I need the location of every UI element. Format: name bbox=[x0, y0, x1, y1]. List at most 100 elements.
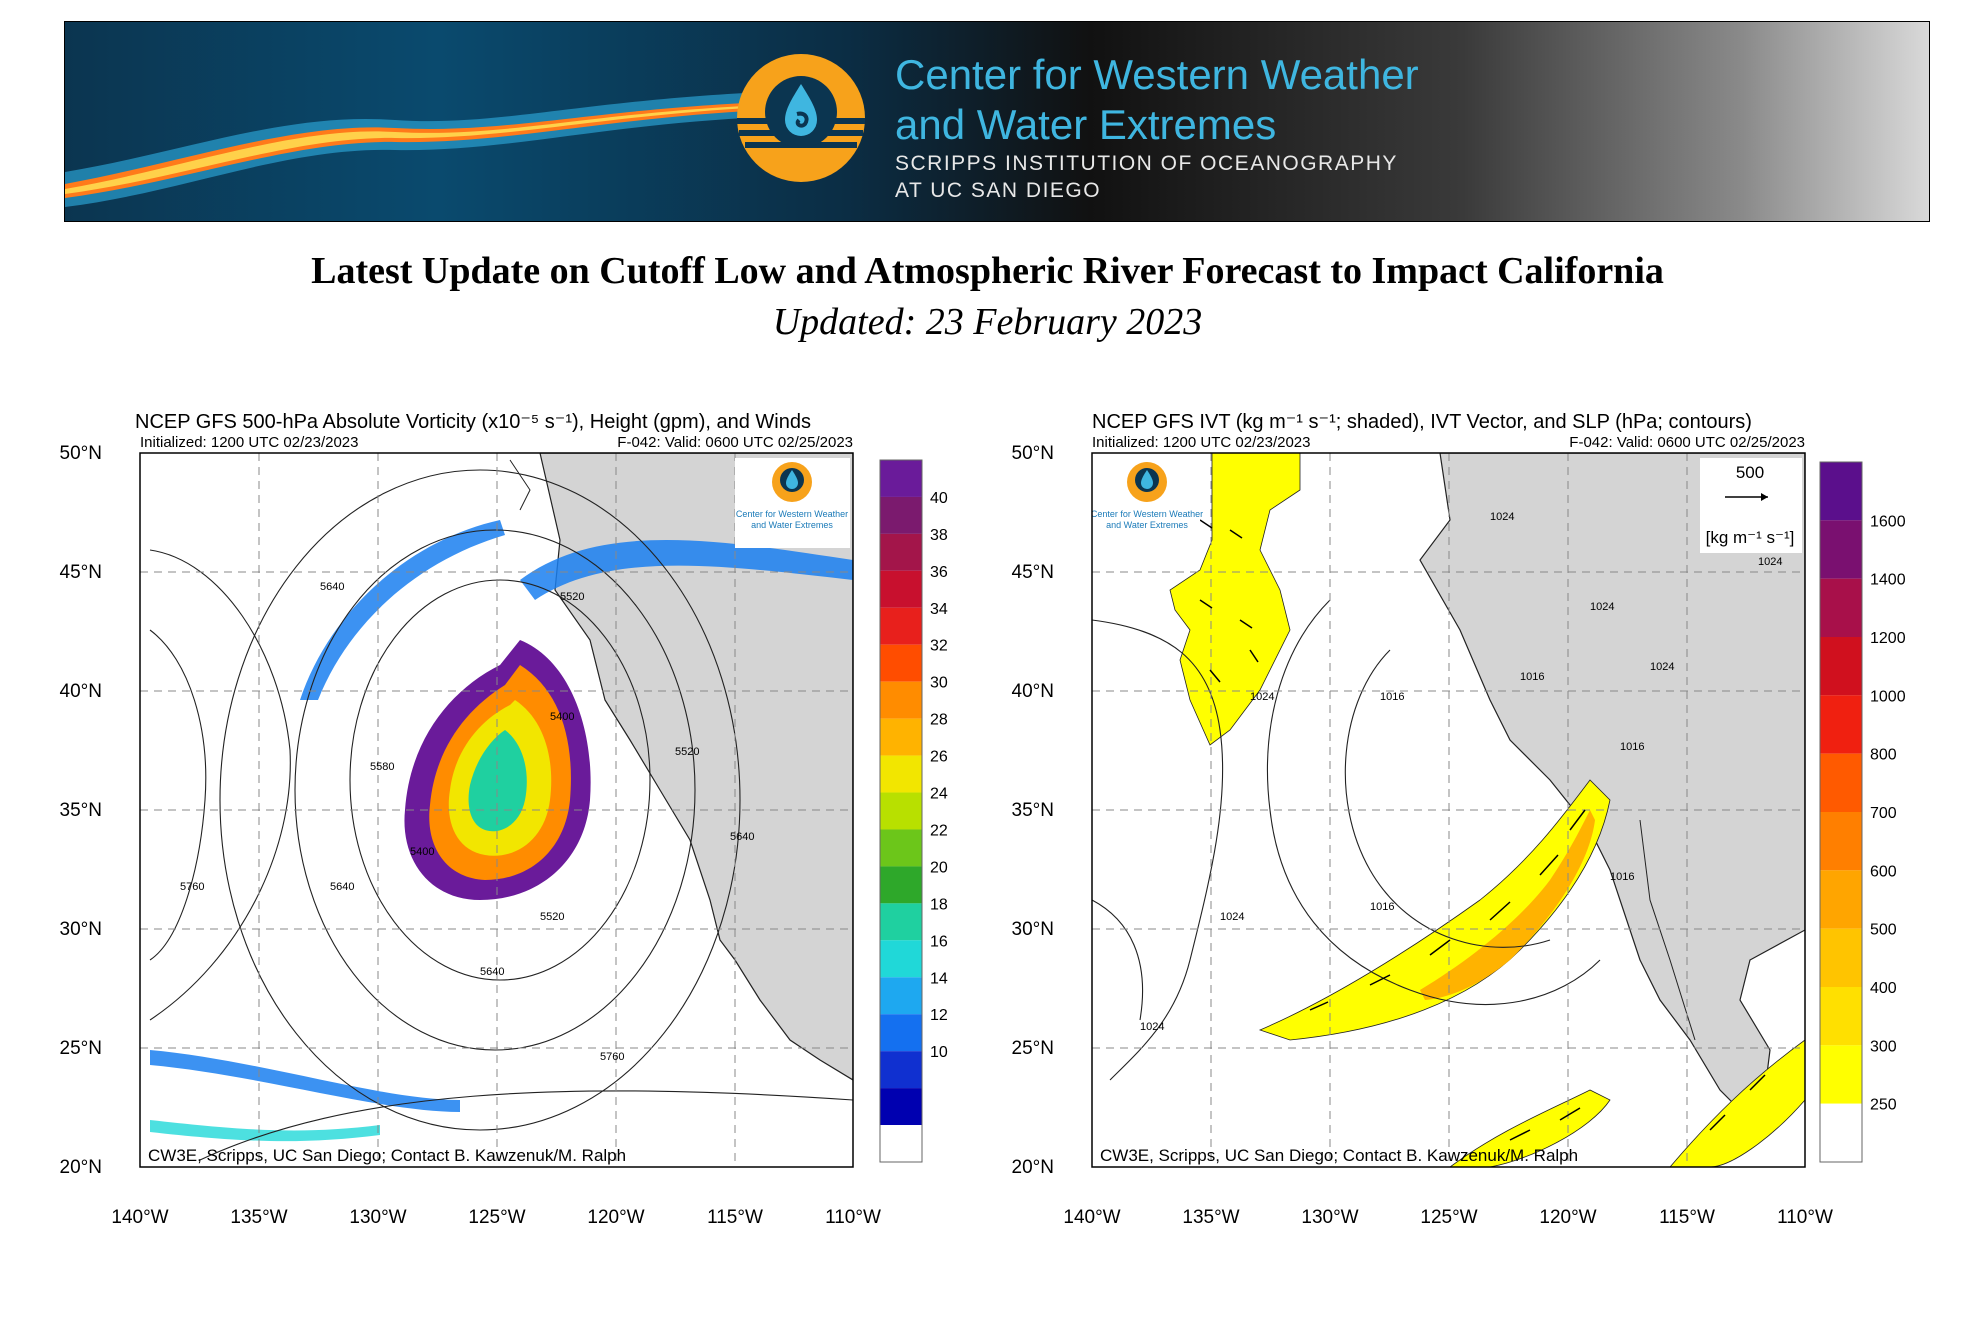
colorbar-label: 40 bbox=[930, 490, 948, 507]
lat-label: 35°N bbox=[60, 800, 102, 821]
colorbar-swatch bbox=[880, 1125, 922, 1162]
left-map-contour-labels: 5640 5520 5400 5580 5760 5640 5520 5400 … bbox=[180, 581, 754, 1063]
contour-label: 1016 bbox=[1380, 691, 1404, 703]
colorbar-swatch bbox=[1820, 637, 1862, 696]
colorbar-swatch bbox=[880, 496, 922, 534]
vector-reference-arrowhead bbox=[1761, 493, 1768, 501]
right-map-valid: F-042: Valid: 0600 UTC 02/25/2023 bbox=[1569, 434, 1805, 451]
contour-label: 5640 bbox=[480, 966, 504, 978]
colorbar-swatch bbox=[880, 718, 922, 756]
contour-label: 5520 bbox=[540, 911, 564, 923]
colorbar-swatch bbox=[880, 1088, 922, 1126]
colorbar-swatch bbox=[1820, 520, 1862, 579]
right-logo-line1: Center for Western Weather bbox=[1091, 509, 1203, 519]
vorticity-map-panel: NCEP GFS 500-hPa Absolute Vorticity (x10… bbox=[0, 400, 950, 1250]
colorbar-swatch bbox=[880, 607, 922, 645]
colorbar-label: 16 bbox=[930, 933, 948, 950]
right-map-gridlines bbox=[1092, 453, 1805, 1167]
colorbar-swatch bbox=[880, 681, 922, 719]
left-map-title: NCEP GFS 500-hPa Absolute Vorticity (x10… bbox=[135, 411, 811, 433]
colorbar-swatch bbox=[880, 792, 922, 830]
colorbar-label: 34 bbox=[930, 601, 948, 618]
right-map-land bbox=[1419, 453, 1805, 1132]
lon-label: 125°W bbox=[1420, 1207, 1477, 1228]
colorbar-label: 26 bbox=[930, 749, 948, 766]
contour-label: 1024 bbox=[1250, 691, 1274, 703]
left-lon-labels: 140°W 135°W 130°W 125°W 120°W 115°W 110°… bbox=[111, 1207, 881, 1228]
right-colorbar: 1600 1400 1200 1000 800 700 600 500 400 300 250 bbox=[1819, 461, 1906, 1163]
lon-label: 130°W bbox=[349, 1207, 406, 1228]
vector-reference-unit: [kg m⁻¹ s⁻¹] bbox=[1706, 528, 1795, 547]
colorbar-swatch bbox=[1820, 695, 1862, 754]
right-lat-labels: 50°N 45°N 40°N 35°N 30°N 25°N 20°N bbox=[1012, 443, 1054, 1178]
ivt-map: NCEP GFS IVT (kg m⁻¹ s⁻¹; shaded), IVT V… bbox=[1012, 411, 1906, 1228]
right-map-ivt-north bbox=[1169, 453, 1301, 746]
right-map-init: Initialized: 1200 UTC 02/23/2023 bbox=[1092, 434, 1310, 451]
colorbar-swatch bbox=[1820, 1103, 1862, 1162]
colorbar-swatch bbox=[880, 940, 922, 978]
colorbar-swatch bbox=[880, 1014, 922, 1052]
page-subtitle: Updated: 23 February 2023 bbox=[772, 301, 1203, 343]
colorbar-label: 28 bbox=[930, 712, 948, 729]
contour-label: 5760 bbox=[180, 881, 204, 893]
left-logo-line1: Center for Western Weather bbox=[736, 509, 848, 519]
colorbar-label: 400 bbox=[1870, 980, 1897, 997]
lon-label: 140°W bbox=[1063, 1207, 1120, 1228]
colorbar-swatch bbox=[880, 903, 922, 941]
colorbar-label: 14 bbox=[930, 970, 948, 987]
contour-label: 5400 bbox=[410, 846, 434, 858]
right-lon-labels: 140°W 135°W 130°W 125°W 120°W 115°W 110°… bbox=[1063, 1207, 1833, 1228]
lat-label: 45°N bbox=[60, 562, 102, 583]
colorbar-label: 36 bbox=[930, 564, 948, 581]
contour-label: 5520 bbox=[675, 746, 699, 758]
contour-label: 5640 bbox=[320, 581, 344, 593]
colorbar-swatch bbox=[880, 1051, 922, 1089]
left-map-vorticity-swirl-core bbox=[468, 730, 527, 832]
lon-label: 140°W bbox=[111, 1207, 168, 1228]
colorbar-swatch bbox=[1820, 462, 1862, 521]
lon-label: 110°W bbox=[1777, 1207, 1833, 1228]
lon-label: 120°W bbox=[587, 1207, 644, 1228]
colorbar-swatch bbox=[1820, 1045, 1862, 1104]
lon-label: 130°W bbox=[1301, 1207, 1358, 1228]
contour-label: 1016 bbox=[1620, 741, 1644, 753]
contour-label: 5640 bbox=[330, 881, 354, 893]
colorbar-swatch bbox=[1820, 753, 1862, 812]
contour-label: 1024 bbox=[1650, 661, 1674, 673]
contour-label: 1024 bbox=[1490, 511, 1514, 523]
colorbar-label: 18 bbox=[930, 896, 948, 913]
vector-reference-box bbox=[1700, 458, 1802, 553]
lat-label: 20°N bbox=[60, 1157, 102, 1178]
colorbar-label: 10 bbox=[930, 1044, 948, 1061]
colorbar-swatch bbox=[880, 866, 922, 904]
colorbar-label: 22 bbox=[930, 822, 948, 839]
left-map-coast-detail bbox=[509, 459, 531, 511]
lon-label: 120°W bbox=[1539, 1207, 1596, 1228]
lat-label: 20°N bbox=[1012, 1157, 1054, 1178]
lon-label: 115°W bbox=[707, 1207, 763, 1228]
colorbar-label: 500 bbox=[1870, 922, 1897, 939]
lat-label: 50°N bbox=[60, 443, 102, 464]
colorbar-swatch bbox=[1820, 578, 1862, 637]
colorbar-swatch bbox=[880, 460, 922, 497]
left-map-valid: F-042: Valid: 0600 UTC 02/25/2023 bbox=[617, 434, 853, 451]
left-map-cw3e-logo bbox=[772, 462, 812, 502]
colorbar-swatch bbox=[1820, 812, 1862, 871]
lat-label: 25°N bbox=[60, 1038, 102, 1059]
colorbar-label: 1400 bbox=[1870, 572, 1906, 589]
left-map-init: Initialized: 1200 UTC 02/23/2023 bbox=[140, 434, 358, 451]
colorbar-swatch bbox=[880, 570, 922, 608]
left-map-vorticity-band bbox=[520, 540, 853, 600]
left-map-vorticity-band-west bbox=[300, 520, 505, 700]
lat-label: 40°N bbox=[1012, 681, 1054, 702]
banner-org-line1: Center for Western Weather bbox=[895, 51, 1419, 98]
contour-label: 1016 bbox=[1610, 871, 1634, 883]
right-logo-line2: and Water Extremes bbox=[1106, 520, 1188, 530]
colorbar-swatch bbox=[1820, 870, 1862, 929]
cw3e-banner: Center for Western Weather and Water Ext… bbox=[64, 21, 1930, 222]
right-map-ivt-southeast bbox=[1669, 1039, 1805, 1167]
right-map-ivt-south bbox=[1449, 1089, 1611, 1167]
colorbar-label: 700 bbox=[1870, 805, 1897, 822]
colorbar-label: 800 bbox=[1870, 747, 1897, 764]
colorbar-label: 24 bbox=[930, 786, 948, 803]
